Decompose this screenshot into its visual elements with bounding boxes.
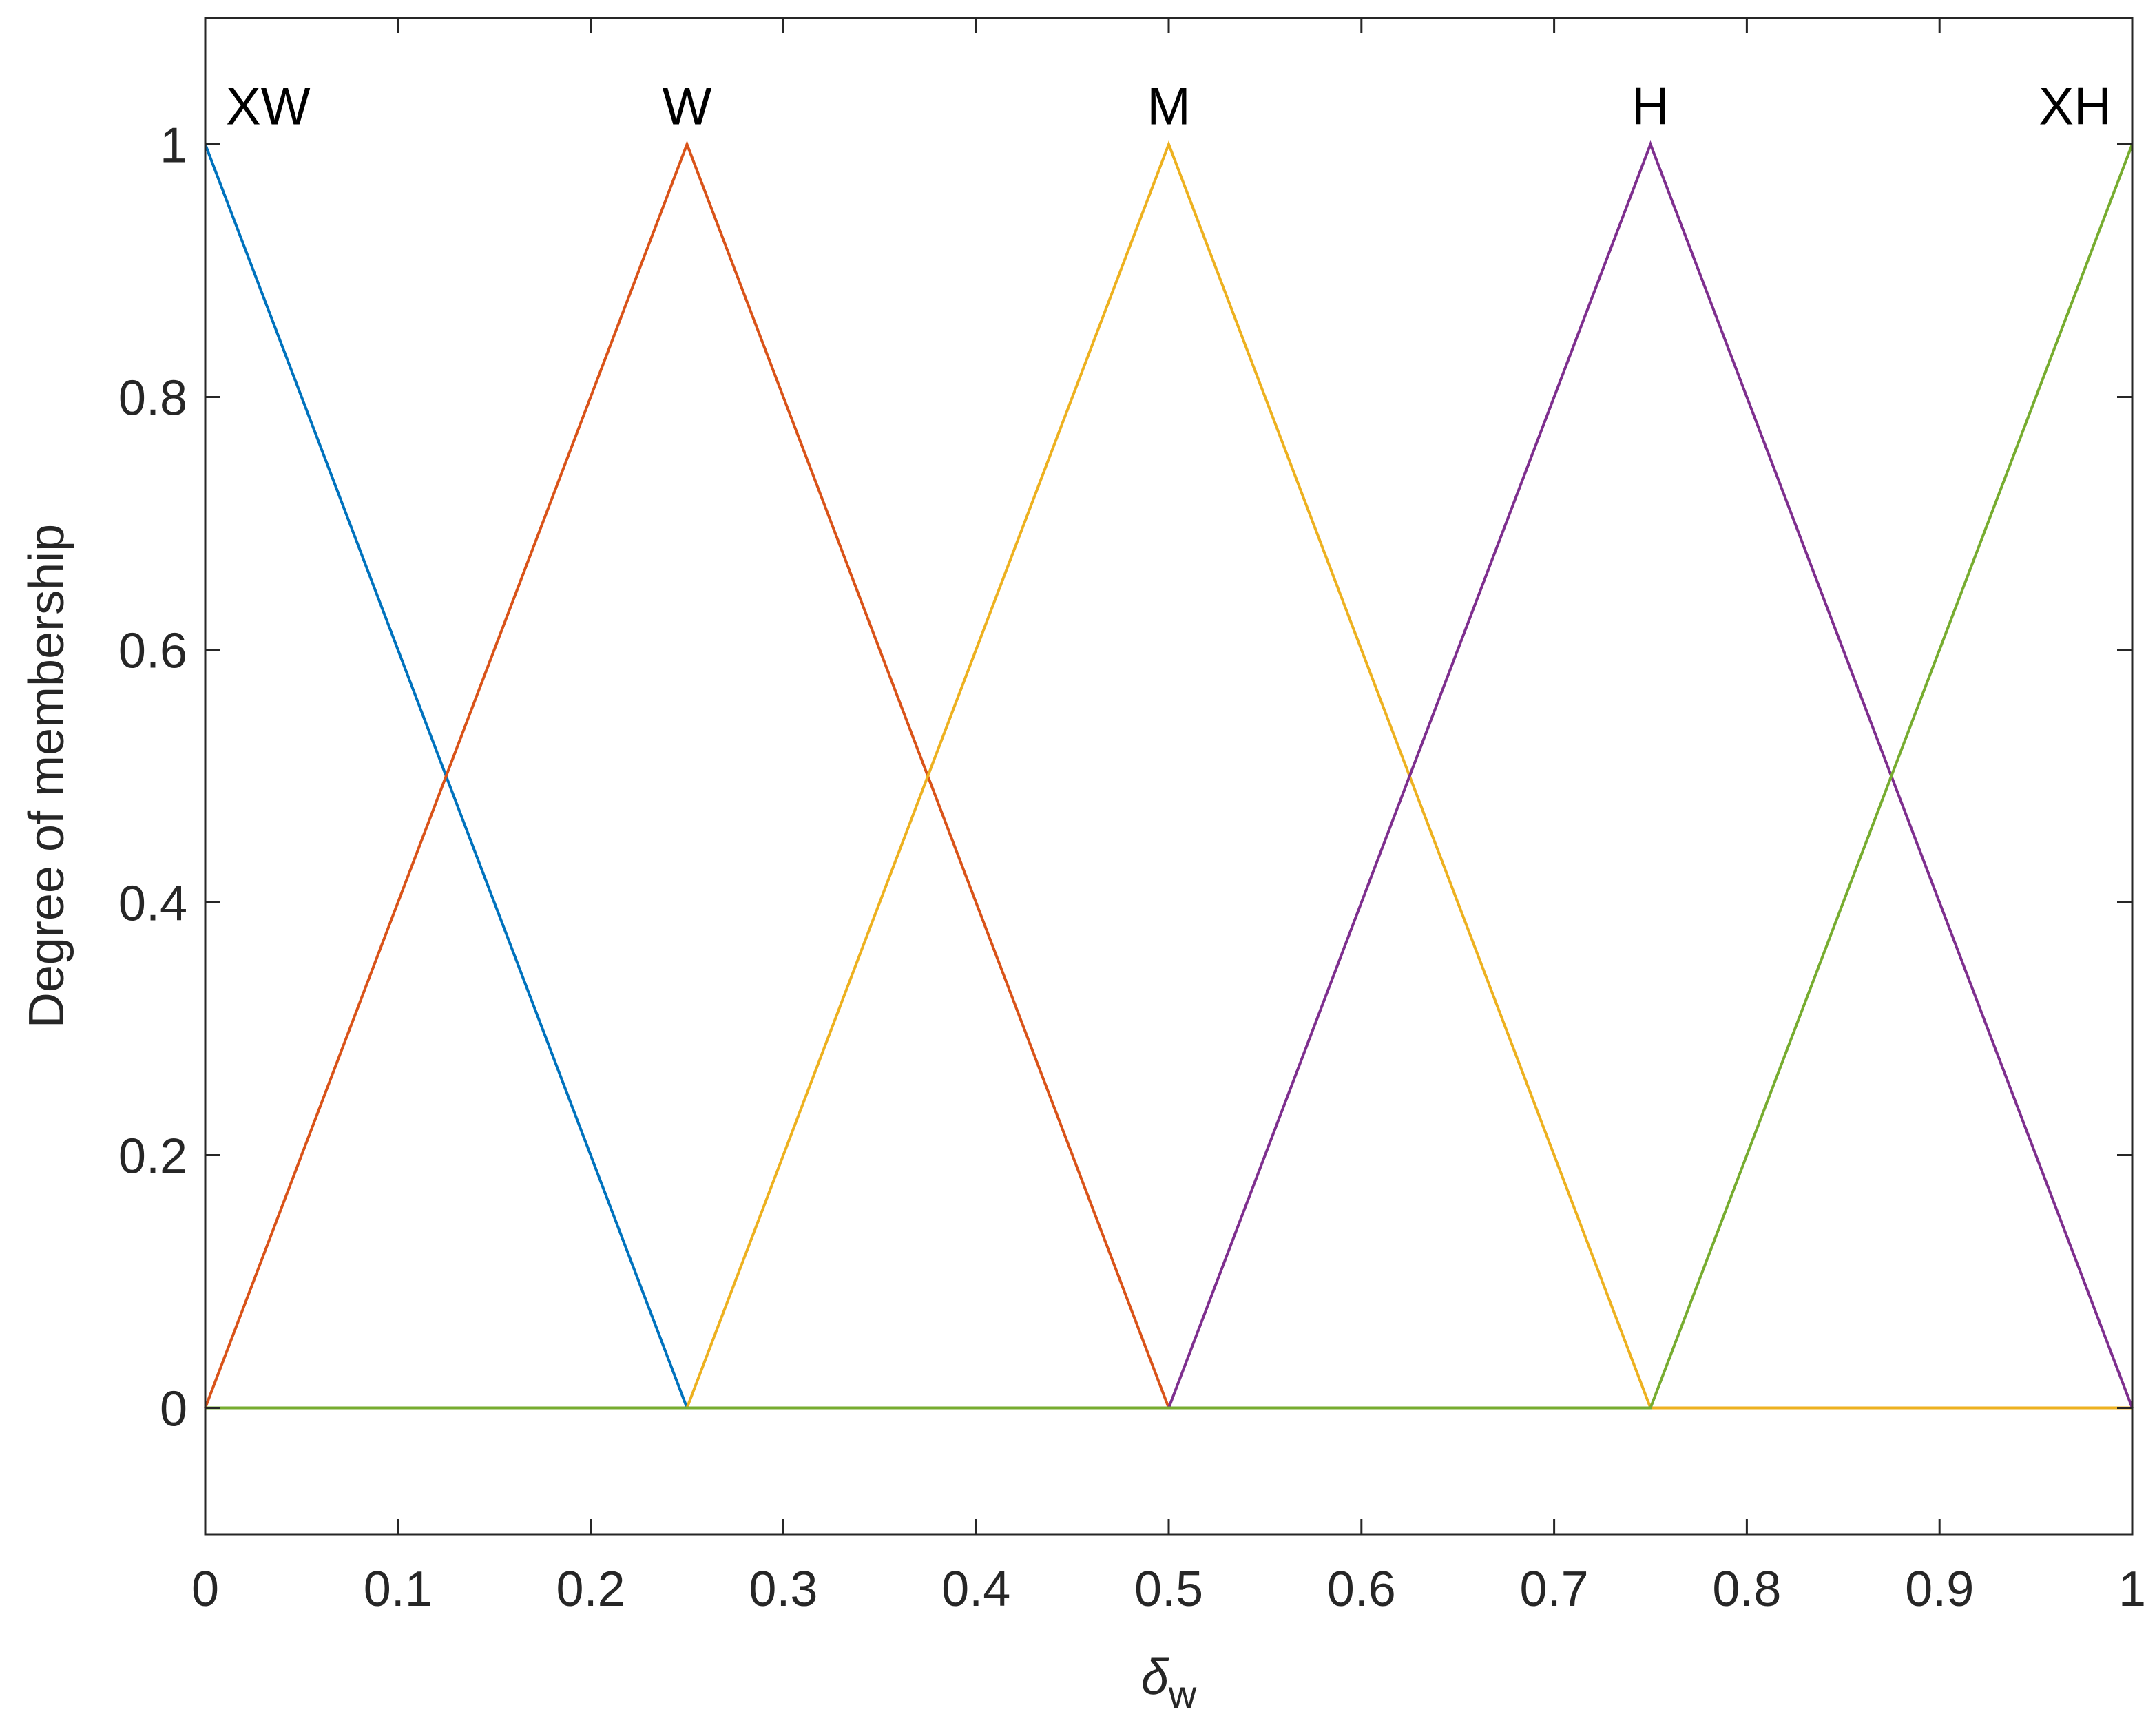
y-tick-label: 0.4 [118,877,187,932]
x-tick-label: 0.6 [1327,1562,1396,1617]
y-tick-label: 0.2 [118,1129,187,1184]
y-tick-label: 1 [160,118,187,174]
series-line-w [204,140,2132,1410]
mf-label-w: W [663,77,712,136]
x-axis-label: δw [1141,1650,1197,1716]
y-axis-label: Degree of membership [19,524,74,1028]
series-line-xh [205,143,2134,1410]
x-tick-label: 0.3 [749,1562,817,1617]
series-line-xw [204,143,2132,1410]
annotation-layer: XW W M H XH [226,77,2112,136]
x-tick-label: 0.7 [1520,1562,1589,1617]
x-tick-label: 0 [191,1562,219,1617]
series-line-m [205,140,2132,1410]
y-tick-label: 0.8 [118,371,187,426]
series-layer [204,140,2134,1410]
x-tick-label: 0.4 [941,1562,1010,1617]
x-tick-label: 0.2 [556,1562,625,1617]
y-tick-label: 0 [160,1382,187,1437]
x-tick-label: 1 [2118,1562,2146,1617]
mf-label-xh: XH [2039,77,2112,136]
plot-frame [204,17,2134,1536]
y-tick-label: 0.6 [118,624,187,679]
x-axis-label-symbol: δ [1141,1650,1169,1705]
x-tick-label: 0.8 [1712,1562,1781,1617]
mf-label-m: M [1147,77,1190,136]
mf-label-h: H [1632,77,1669,136]
series-line-h [205,140,2134,1410]
x-tick-label: 0.9 [1905,1562,1974,1617]
x-tick-label: 0.5 [1134,1562,1203,1617]
x-axis-label-subscript: w [1168,1673,1197,1716]
mf-label-xw: XW [226,77,311,136]
x-tick-label: 0.1 [364,1562,433,1617]
ticks-layer: 0 0.1 0.2 0.3 0.4 0.5 0.6 0.7 0.8 0.9 1 0 0.2 0.4 0.6 0… [118,18,2146,1617]
